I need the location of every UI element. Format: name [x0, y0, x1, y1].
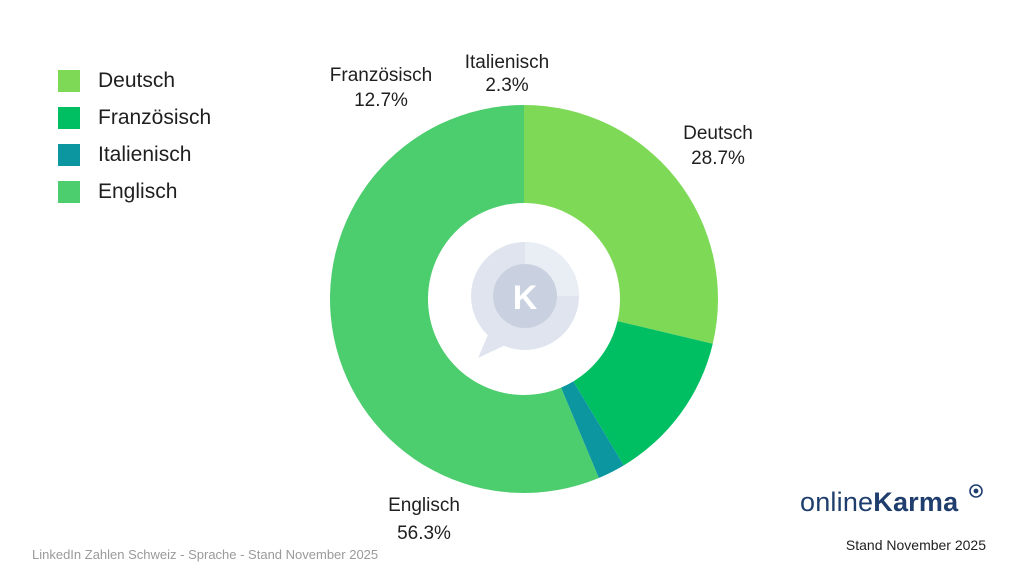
- slice-label-italienisch: Italienisch: [465, 52, 550, 73]
- legend-item-franzoesisch: Französisch: [58, 99, 211, 136]
- slice-deutsch: [524, 105, 718, 344]
- legend-swatch-franzoesisch: [58, 106, 80, 129]
- legend-swatch-englisch: [58, 180, 80, 203]
- slice-value-franzoesisch: 12.7%: [354, 90, 408, 111]
- legend-label-italienisch: Italienisch: [98, 142, 192, 166]
- slice-englisch: [329, 105, 599, 494]
- slice-label-franzoesisch: Französisch: [330, 65, 432, 86]
- footer-date: Stand November 2025: [845, 537, 986, 553]
- brand-target-icon: [969, 484, 983, 498]
- slice-value-englisch: 56.3%: [397, 523, 451, 544]
- center-logo-icon: K: [471, 242, 579, 358]
- footer-caption: LinkedIn Zahlen Schweiz - Sprache - Stan…: [32, 547, 379, 562]
- brand-logo-part1: online: [800, 487, 874, 517]
- legend-item-englisch: Englisch: [58, 173, 211, 210]
- slice-label-deutsch: Deutsch: [683, 123, 753, 144]
- brand-logo-part2: Karma: [873, 487, 959, 517]
- slice-value-italienisch: 2.3%: [485, 75, 528, 96]
- legend-swatch-deutsch: [58, 69, 80, 92]
- slice-value-deutsch: 28.7%: [691, 148, 745, 169]
- svg-text:K: K: [513, 279, 538, 317]
- slice-labels: Deutsch 28.7% Französisch 12.7% Italienisch2…: [330, 52, 753, 544]
- slice-italienisch: [561, 381, 624, 478]
- slice-label-englisch: Englisch: [388, 495, 460, 516]
- legend-item-italienisch: Italienisch: [58, 136, 211, 173]
- chart-legend: Deutsch Französisch Italienisch Englisch: [58, 62, 211, 210]
- legend-item-deutsch: Deutsch: [58, 62, 211, 99]
- donut-slices: [329, 105, 718, 494]
- slice-franzoesisch: [573, 321, 713, 466]
- legend-swatch-italienisch: [58, 143, 80, 166]
- legend-label-englisch: Englisch: [98, 179, 178, 203]
- legend-label-franzoesisch: Französisch: [98, 105, 212, 129]
- brand-logo: onlineKarma: [800, 487, 958, 518]
- legend-label-deutsch: Deutsch: [98, 68, 176, 92]
